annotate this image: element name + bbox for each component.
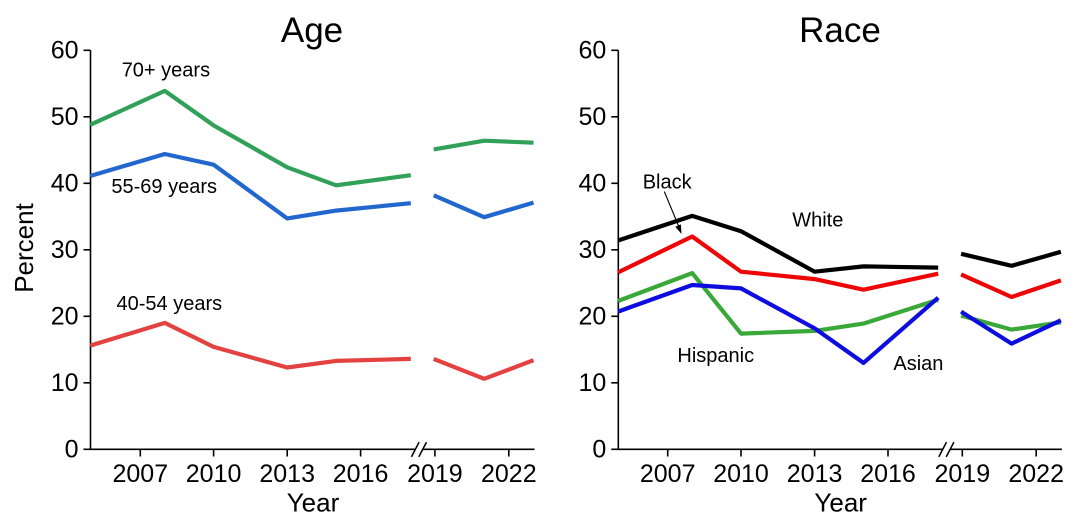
svg-text:Asian: Asian: [893, 353, 943, 375]
svg-text:Black: Black: [643, 172, 693, 194]
svg-text:20: 20: [578, 303, 606, 331]
svg-text:30: 30: [51, 236, 79, 264]
svg-text:2007: 2007: [640, 460, 696, 488]
svg-text:Year: Year: [287, 487, 340, 517]
svg-text:20: 20: [51, 303, 79, 331]
svg-text:Year: Year: [814, 487, 867, 517]
svg-text:2019: 2019: [407, 460, 463, 488]
svg-text:2022: 2022: [481, 460, 537, 488]
svg-text:70+ years: 70+ years: [122, 60, 210, 82]
svg-text:2019: 2019: [934, 460, 990, 488]
svg-text:Race: Race: [799, 11, 881, 50]
svg-text:50: 50: [578, 103, 606, 131]
svg-text:50: 50: [51, 103, 79, 131]
svg-text:0: 0: [592, 436, 606, 464]
svg-text:Percent: Percent: [9, 202, 39, 292]
svg-text:10: 10: [578, 369, 606, 397]
svg-text:40-54 years: 40-54 years: [117, 293, 223, 315]
svg-text:60: 60: [51, 37, 79, 65]
svg-text:Age: Age: [281, 11, 343, 50]
svg-text:55-69 years: 55-69 years: [111, 176, 217, 198]
svg-text:2010: 2010: [186, 460, 242, 488]
svg-text:2022: 2022: [1008, 460, 1064, 488]
svg-text:2010: 2010: [713, 460, 769, 488]
svg-text:0: 0: [65, 436, 79, 464]
svg-text:60: 60: [578, 37, 606, 65]
svg-text:2016: 2016: [333, 460, 389, 488]
svg-text:White: White: [792, 210, 843, 232]
svg-text:Hispanic: Hispanic: [677, 345, 754, 367]
svg-text:40: 40: [51, 170, 79, 198]
svg-text:2007: 2007: [112, 460, 168, 488]
svg-text:30: 30: [578, 236, 606, 264]
svg-text:2013: 2013: [259, 460, 315, 488]
svg-text:40: 40: [578, 170, 606, 198]
svg-text:2016: 2016: [860, 460, 916, 488]
svg-text:2013: 2013: [787, 460, 843, 488]
svg-text:10: 10: [51, 369, 79, 397]
